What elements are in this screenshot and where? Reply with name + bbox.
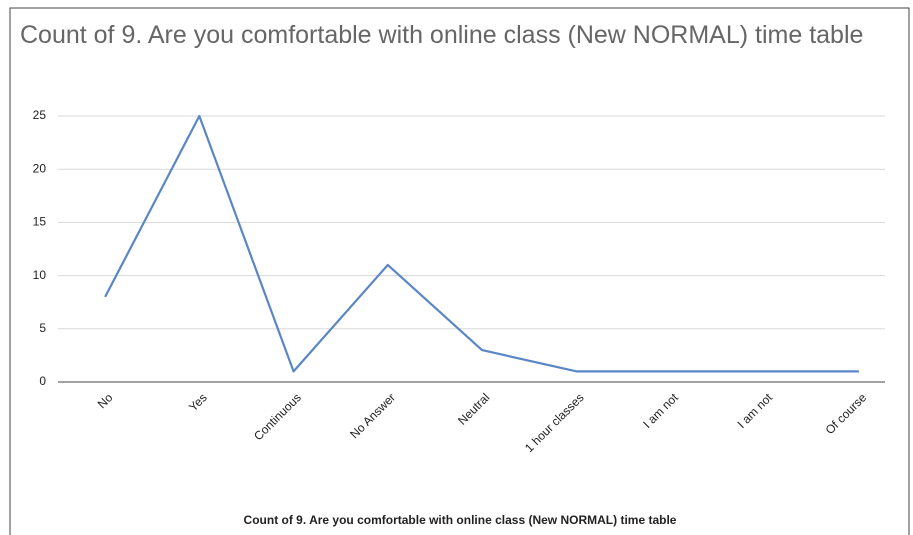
y-tick-label: 0 — [39, 374, 46, 388]
x-axis-label: Count of 9. Are you comfortable with onl… — [244, 513, 677, 527]
x-tick-label: I am not — [734, 390, 775, 431]
y-tick-label: 10 — [33, 268, 47, 282]
x-tick-label: I am not — [640, 390, 681, 431]
chart-frame — [9, 7, 910, 535]
y-tick-label: 20 — [33, 161, 47, 175]
x-tick-label: Yes — [186, 390, 210, 414]
x-tick-label: 1 hour classes — [522, 390, 587, 455]
x-tick-label: Continuous — [251, 390, 304, 443]
x-tick-label: No — [95, 390, 116, 411]
line-series — [104, 114, 859, 373]
x-tick-label: Of course — [823, 390, 870, 437]
x-tick-label: Neutral — [455, 390, 492, 427]
y-tick-label: 5 — [39, 321, 46, 335]
chart-title: Count of 9. Are you comfortable with onl… — [20, 21, 864, 49]
y-tick-label: 25 — [33, 108, 47, 122]
x-tick-label: No Answer — [347, 390, 398, 441]
y-tick-label: 15 — [33, 215, 47, 229]
